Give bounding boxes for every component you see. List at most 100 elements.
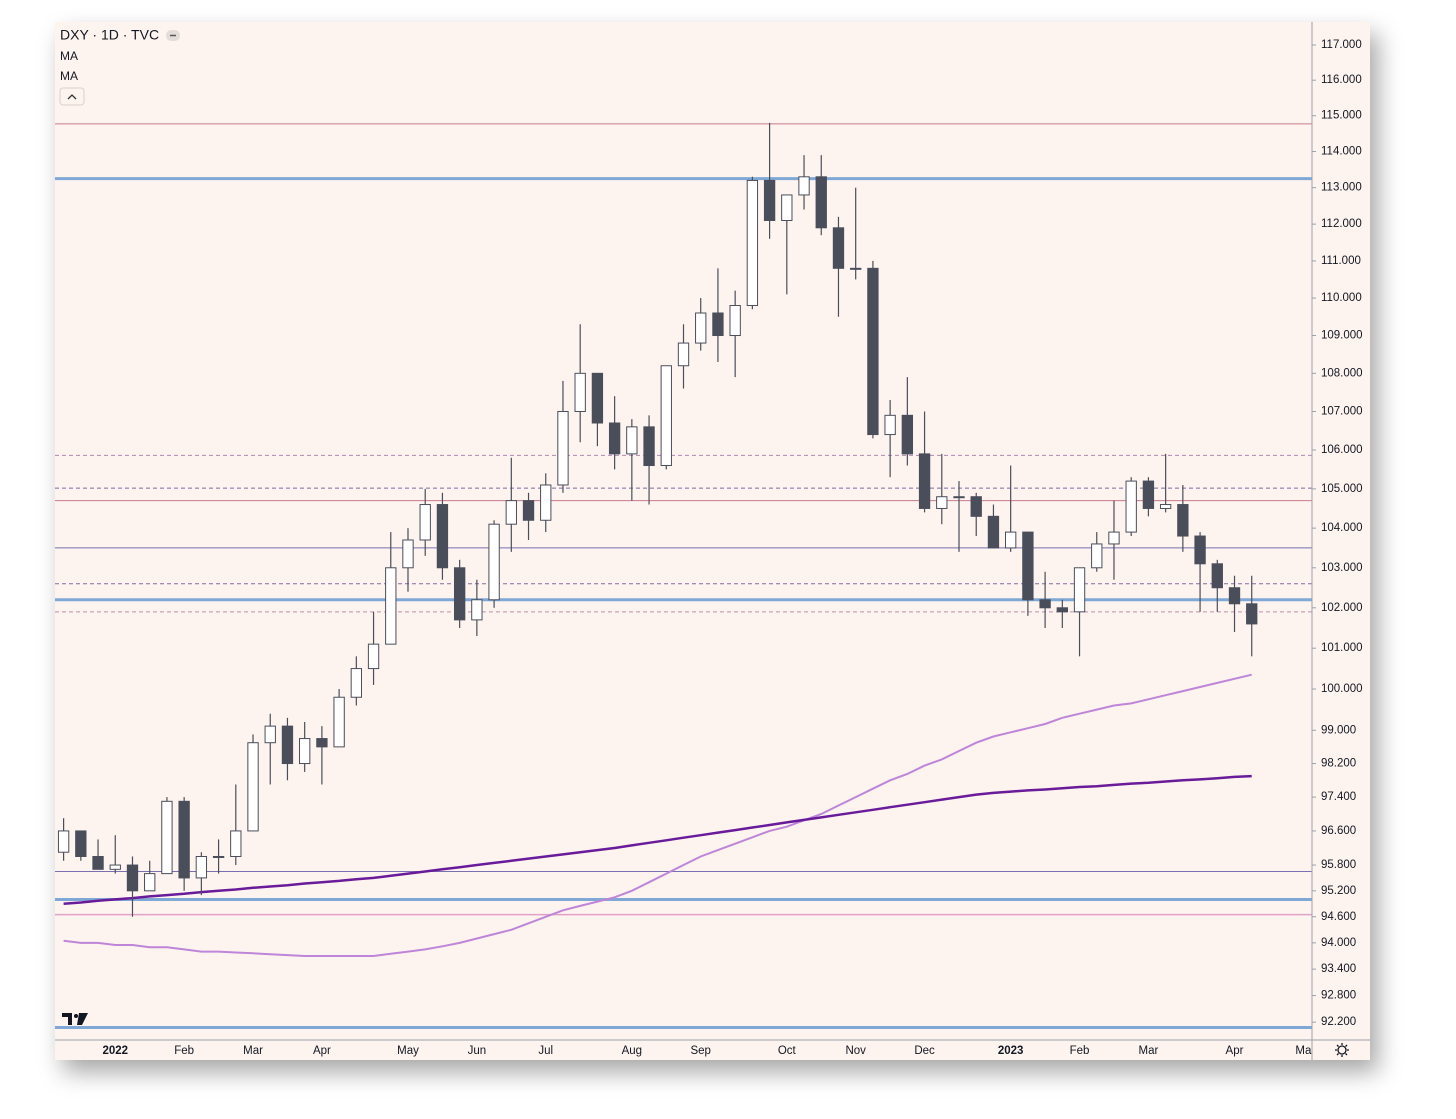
candle-body	[522, 500, 535, 521]
x-tick-label: Feb	[174, 1045, 194, 1057]
candle-body	[626, 426, 638, 455]
candle-body	[815, 176, 827, 229]
candle-body	[1022, 531, 1034, 601]
y-tick-label: 111.000	[1321, 255, 1361, 267]
candle-body	[901, 414, 914, 455]
x-tick-label: Mar	[1139, 1045, 1159, 1057]
y-tick-label: 113.000	[1321, 182, 1362, 194]
candle-body	[643, 426, 655, 467]
candle-body	[557, 410, 569, 486]
legend-ma: MA	[60, 49, 78, 63]
candle-body	[1194, 535, 1206, 565]
candle-body	[212, 855, 225, 858]
candle-body	[987, 515, 1000, 549]
candle-body	[350, 668, 363, 698]
x-tick-label: Apr	[313, 1045, 331, 1057]
candle-body	[1108, 531, 1120, 545]
candle-body	[763, 179, 776, 221]
candle-body	[970, 496, 982, 517]
ma-lines	[63, 673, 1252, 957]
y-tick-label: 107.000	[1321, 406, 1363, 418]
candle-body	[453, 567, 466, 621]
symbol-title: DXY · 1D · TVC	[60, 27, 159, 43]
candle-body	[299, 738, 311, 765]
candle-body	[746, 179, 759, 307]
candle-body	[1159, 504, 1172, 509]
y-tick-label: 101.000	[1321, 642, 1363, 654]
x-tick-label: Apr	[1226, 1045, 1244, 1057]
x-tick-label: 2022	[102, 1045, 128, 1057]
y-tick-label: 115.000	[1321, 110, 1362, 122]
candle-body	[540, 484, 552, 521]
y-tick-label: 106.000	[1321, 444, 1363, 456]
candle-body	[884, 414, 896, 436]
candle-body	[1177, 504, 1189, 537]
x-tick-label: Aug	[622, 1045, 642, 1057]
y-tick-label: 104.000	[1321, 522, 1363, 534]
candle-body	[574, 372, 586, 412]
candle-body	[798, 176, 810, 196]
candle-body	[230, 830, 242, 857]
settings-gear[interactable]	[1335, 1043, 1349, 1057]
candle-body	[1142, 480, 1155, 509]
x-tick-label: Ma	[1295, 1045, 1312, 1057]
candle-body	[867, 267, 879, 436]
axes: 117.000 116.000 115.000 114.000 113.000 112.0…	[102, 39, 1362, 1057]
levels	[55, 123, 1312, 1030]
candle-body	[385, 567, 397, 645]
candle-body	[850, 267, 862, 270]
y-tick-label: 92.800	[1321, 990, 1356, 1002]
y-tick-label: 99.000	[1321, 724, 1356, 736]
x-tick-label: May	[397, 1045, 419, 1057]
y-tick-label: 114.000	[1321, 146, 1362, 158]
candle-body	[1211, 563, 1223, 589]
candle-body	[1246, 603, 1258, 625]
y-tick-label: 116.000	[1321, 74, 1362, 86]
candle-body	[316, 738, 328, 748]
candle-body	[281, 725, 294, 765]
ma-line	[63, 774, 1252, 906]
x-tick-label: 2023	[998, 1045, 1024, 1057]
candle-body	[75, 830, 87, 857]
candle-body	[1039, 599, 1051, 609]
candle-body	[712, 312, 724, 337]
candle-body	[471, 599, 483, 621]
candle-body	[92, 855, 104, 870]
y-tick-label: 97.400	[1321, 791, 1356, 803]
candle-body	[57, 830, 70, 853]
candle-body	[832, 227, 845, 269]
candle-body	[1056, 607, 1068, 613]
x-tick-label: Jul	[538, 1045, 553, 1057]
x-tick-label: Dec	[914, 1045, 935, 1057]
y-tick-label: 100.000	[1321, 683, 1363, 695]
candle-body	[333, 696, 345, 748]
y-tick-label: 103.000	[1321, 562, 1363, 574]
candle-body	[488, 523, 500, 601]
x-tick-label: Oct	[778, 1045, 797, 1057]
candle-body	[247, 742, 259, 832]
candle-body	[1004, 531, 1017, 549]
candle-body	[953, 496, 965, 499]
candle-body	[1073, 567, 1086, 613]
candle-body	[695, 312, 707, 344]
candle-body	[729, 305, 741, 337]
candle-body	[109, 864, 121, 870]
x-tick-label: Sep	[690, 1045, 710, 1057]
x-tick-label: Feb	[1070, 1045, 1090, 1057]
candle-body	[1125, 480, 1137, 533]
x-tick-label: Mar	[243, 1045, 263, 1057]
candle-body	[1228, 587, 1241, 605]
candle-body	[367, 643, 380, 670]
collapse-icon	[67, 94, 77, 100]
candle-body	[1091, 543, 1103, 569]
candle-body	[195, 855, 208, 879]
candle-body	[126, 864, 139, 892]
candle-body	[264, 725, 276, 744]
collapse-button[interactable]	[59, 87, 85, 106]
candle-body	[178, 800, 190, 879]
x-tick-label: Nov	[845, 1045, 866, 1057]
y-tick-label: 98.200	[1321, 758, 1356, 770]
candle-body	[677, 342, 690, 367]
